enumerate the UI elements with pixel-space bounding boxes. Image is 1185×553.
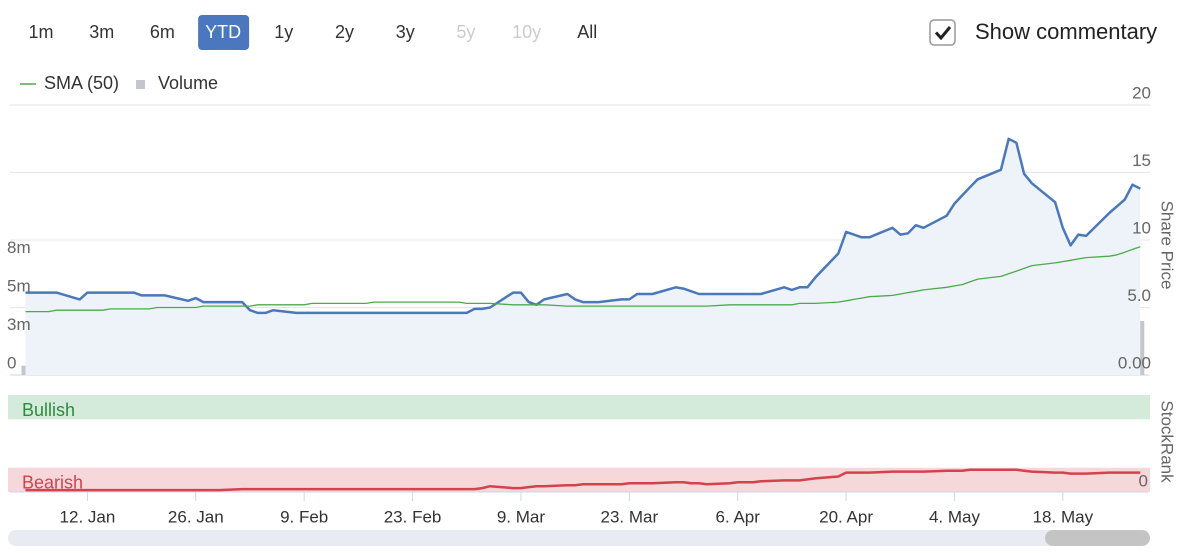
x-tick-label: 9. Mar <box>497 507 546 526</box>
x-tick-label: 4. May <box>929 507 981 526</box>
price-line <box>25 137 1141 315</box>
commentary-toggle[interactable]: Show commentary <box>929 19 1157 46</box>
rank-band <box>8 467 1150 492</box>
area-fill <box>25 138 1141 375</box>
y-tick-label: 10 <box>1132 218 1151 237</box>
range-button[interactable]: 3y <box>396 22 415 42</box>
x-tick-label: 20. Apr <box>819 507 873 526</box>
range-button-label: All <box>577 22 597 42</box>
x-tick-label: 23. Mar <box>600 507 658 526</box>
line <box>25 246 1141 313</box>
labels: 0.00 5.0 10 15 20 0 3m 5m 8m Share Price 12. Jan 26… <box>7 73 1177 527</box>
active-background <box>198 15 250 50</box>
y2-tick-label: 8m <box>7 238 31 257</box>
range-button[interactable]: 6m <box>150 22 175 42</box>
x-tick-label: 12. Jan <box>60 507 116 526</box>
range-button-label: 1y <box>274 22 293 42</box>
range-button-label: YTD <box>205 22 241 42</box>
check-mark <box>934 26 952 41</box>
range-button-label: 10y <box>512 22 541 42</box>
range-button[interactable]: 1m <box>28 22 53 42</box>
range-button-label: 3m <box>89 22 114 42</box>
y-axis-title: StockRank <box>1158 400 1177 483</box>
legend-label: Volume <box>158 73 218 93</box>
commentary-label[interactable]: Show commentary <box>975 19 1157 44</box>
y2-tick-label: 3m <box>7 315 31 334</box>
range-button[interactable]: All <box>577 22 597 42</box>
checkbox[interactable] <box>929 19 956 46</box>
y-tick-label: 20 <box>1132 83 1151 102</box>
volume-bar <box>21 365 30 375</box>
y-axis-title: Share Price <box>1158 201 1177 290</box>
x-tick-label: 23. Feb <box>384 507 442 526</box>
range-button-label: 5y <box>456 22 475 42</box>
range-button[interactable]: 2y <box>335 22 354 42</box>
marks <box>21 137 1145 492</box>
range-button[interactable]: YTD <box>198 15 250 50</box>
range-selector: 1m 3m 6m YTD 1y 2y 3y 5y 10y All <box>28 15 597 50</box>
rank-band <box>8 395 1150 420</box>
x-tick-label: 9. Feb <box>280 507 328 526</box>
range-button[interactable]: 1y <box>274 22 293 42</box>
range-button[interactable]: 3m <box>89 22 114 42</box>
x-tick-label: 18. May <box>1033 507 1094 526</box>
x-tick-label: 6. Apr <box>715 507 760 526</box>
line <box>25 468 1141 492</box>
range-button: 10y <box>512 22 541 42</box>
x-tick-label: 26. Jan <box>168 507 224 526</box>
range-button-label: 1m <box>28 22 53 42</box>
band-label: Bearish <box>22 473 83 493</box>
scrollbar-thumb[interactable] <box>1045 530 1150 546</box>
rank-bands <box>8 395 1150 492</box>
range-button-label: 2y <box>335 22 354 42</box>
y-tick-label: 0 <box>1139 471 1148 490</box>
range-button-label: 6m <box>150 22 175 42</box>
range-button-label: 3y <box>396 22 415 42</box>
y-tick-label: 15 <box>1132 151 1151 170</box>
y-tick-label: 5.0 <box>1127 286 1151 305</box>
y-tick-label: 0.00 <box>1118 353 1151 372</box>
legend-symbol <box>136 80 146 89</box>
scrollbar-track[interactable] <box>8 530 1150 546</box>
band-label: Bullish <box>22 400 75 420</box>
y2-tick-label: 0 <box>7 353 16 372</box>
range-button: 5y <box>456 22 475 42</box>
legend-label: SMA (50) <box>44 73 119 93</box>
y2-tick-label: 5m <box>7 276 31 295</box>
